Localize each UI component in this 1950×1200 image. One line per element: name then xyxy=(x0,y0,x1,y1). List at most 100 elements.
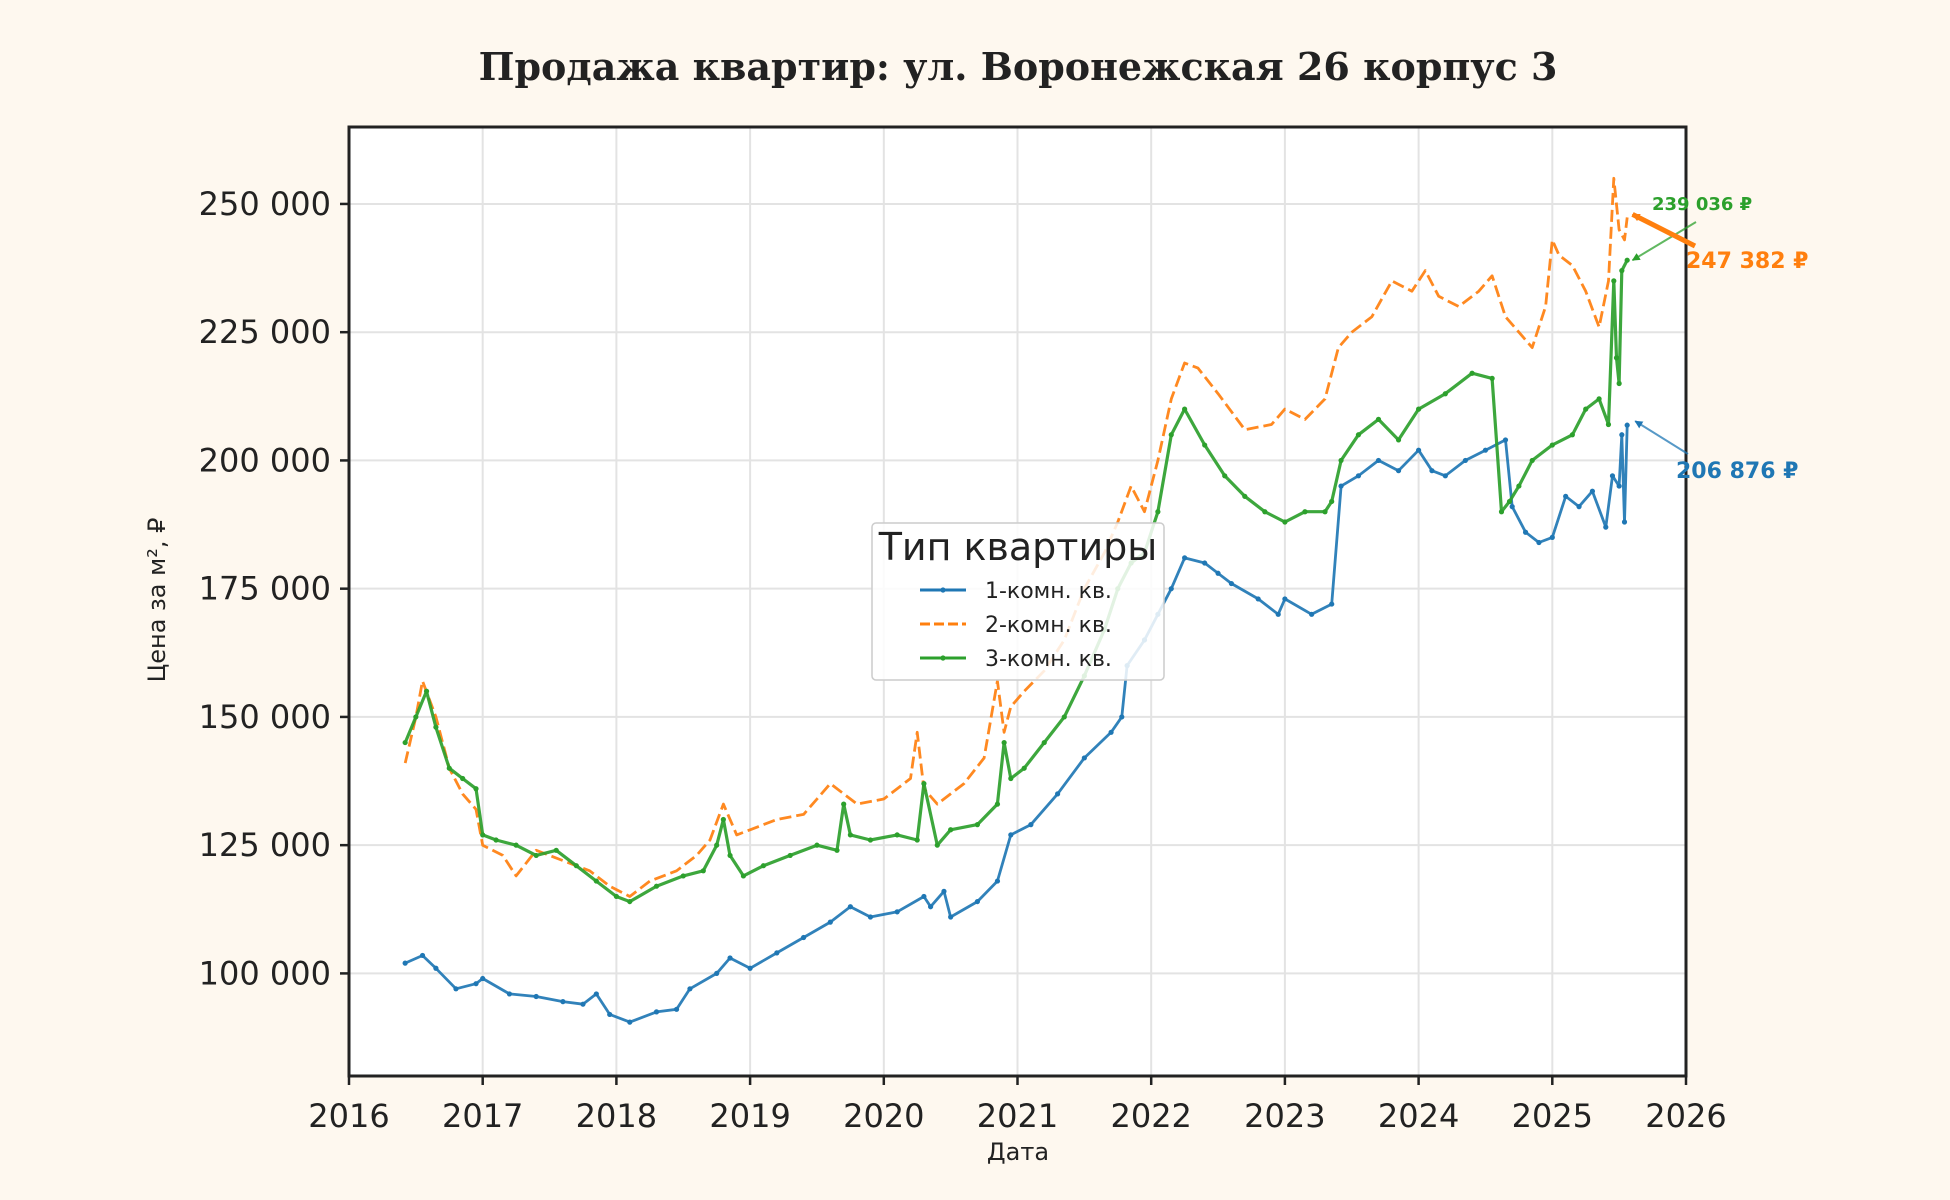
data-point-1 xyxy=(1215,570,1221,576)
data-point-3 xyxy=(1008,775,1014,782)
data-point-3 xyxy=(680,873,686,879)
data-point-1 xyxy=(1375,457,1382,464)
data-point-3 xyxy=(1516,483,1522,489)
data-point-3 xyxy=(814,842,820,848)
data-point-1 xyxy=(1282,596,1288,602)
data-point-1 xyxy=(1502,437,1509,443)
data-point-3 xyxy=(1282,519,1288,525)
data-point-1 xyxy=(921,893,927,900)
data-point-3 xyxy=(847,832,853,838)
data-point-1 xyxy=(894,909,900,915)
data-point-1 xyxy=(948,914,954,920)
data-point-3 xyxy=(1322,509,1328,515)
data-point-3 xyxy=(1569,432,1575,438)
data-point-3 xyxy=(1529,457,1535,464)
x-tick-label: 2023 xyxy=(1244,1097,1325,1135)
data-point-3 xyxy=(1021,765,1027,771)
data-point-3 xyxy=(473,786,479,792)
data-point-1 xyxy=(1536,539,1542,546)
data-point-1 xyxy=(1603,524,1609,530)
data-point-3 xyxy=(1041,739,1047,746)
data-point-1 xyxy=(1522,529,1529,535)
axes: 2016 2017 2018 2019 2020 2021 2022 2023 2024 2025… xyxy=(199,185,1727,1135)
data-point-3 xyxy=(1202,442,1208,448)
data-point-3 xyxy=(1489,375,1495,381)
y-tick-label: 150 000 xyxy=(199,698,331,736)
x-tick-label: 2026 xyxy=(1645,1097,1726,1135)
data-point-1 xyxy=(1355,473,1362,479)
data-point-3 xyxy=(921,781,927,787)
x-tick-label: 2025 xyxy=(1512,1097,1593,1135)
data-point-1 xyxy=(1028,822,1034,828)
data-point-1 xyxy=(1168,586,1174,592)
data-point-1 xyxy=(473,981,479,987)
legend-box xyxy=(871,522,1165,681)
data-point-1 xyxy=(1482,447,1489,453)
data-point-3 xyxy=(513,842,519,848)
data-point-1 xyxy=(1416,447,1422,453)
legend-title: Тип квартиры xyxy=(878,525,1158,569)
data-point-3 xyxy=(1395,437,1402,443)
data-point-3 xyxy=(700,868,706,874)
series-line-3 xyxy=(403,259,1629,904)
x-tick-label: 2021 xyxy=(977,1097,1058,1135)
data-point-1 xyxy=(419,952,426,959)
data-point-3 xyxy=(1375,416,1382,422)
data-point-3 xyxy=(727,852,733,859)
data-point-3 xyxy=(653,883,660,889)
annotation-arrow-2 xyxy=(1631,212,1697,249)
data-point-1 xyxy=(1338,483,1344,489)
data-point-3 xyxy=(1222,473,1228,479)
data-point-3 xyxy=(1619,268,1625,274)
data-point-3 xyxy=(1498,509,1505,515)
data-point-3 xyxy=(834,847,840,853)
data-point-3 xyxy=(493,837,499,843)
data-point-3 xyxy=(1338,457,1344,464)
legend: Тип квартиры 1-комн. кв. 2-комн. кв. 3-ком… xyxy=(871,522,1165,681)
data-point-3 xyxy=(974,822,980,828)
data-point-3 xyxy=(1355,432,1362,438)
y-tick-label: 175 000 xyxy=(199,570,331,608)
data-point-1 xyxy=(1429,468,1435,474)
data-point-1 xyxy=(673,1006,680,1012)
data-point-1 xyxy=(1549,534,1555,540)
data-point-1 xyxy=(1563,493,1569,499)
data-point-3 xyxy=(1611,278,1617,284)
data-point-1 xyxy=(1055,791,1061,797)
legend-marker-3 xyxy=(940,655,946,661)
data-point-3 xyxy=(433,724,439,730)
data-point-1 xyxy=(727,955,733,961)
data-point-1 xyxy=(607,1011,613,1018)
data-point-3 xyxy=(1242,493,1248,499)
data-point-1 xyxy=(1462,457,1468,464)
data-point-3 xyxy=(1469,370,1475,376)
data-point-3 xyxy=(1549,442,1555,448)
data-point-1 xyxy=(800,934,807,941)
data-point-1 xyxy=(1621,519,1628,525)
x-tick-label: 2020 xyxy=(843,1097,924,1135)
data-point-3 xyxy=(740,873,747,879)
x-tick-label: 2022 xyxy=(1110,1097,1191,1135)
y-tick-label: 250 000 xyxy=(199,185,331,223)
data-point-3 xyxy=(460,775,466,782)
data-point-1 xyxy=(453,986,459,992)
data-point-3 xyxy=(1506,498,1513,505)
data-point-1 xyxy=(747,965,753,971)
data-point-3 xyxy=(1616,380,1622,387)
data-point-1 xyxy=(687,986,693,992)
data-point-3 xyxy=(1605,421,1612,428)
data-point-1 xyxy=(1119,714,1125,720)
data-point-1 xyxy=(1202,560,1208,566)
data-point-1 xyxy=(714,970,720,977)
data-point-3 xyxy=(1416,406,1422,412)
annotation-label-3: 206 876 ₽ xyxy=(1676,459,1798,484)
data-point-3 xyxy=(553,847,559,853)
data-point-1 xyxy=(941,888,947,894)
data-point-1 xyxy=(1395,468,1402,474)
x-tick-label: 2016 xyxy=(308,1097,389,1135)
legend-marker-1 xyxy=(940,587,946,593)
data-point-3 xyxy=(1182,406,1188,412)
data-point-3 xyxy=(894,832,900,838)
data-point-3 xyxy=(593,878,599,884)
